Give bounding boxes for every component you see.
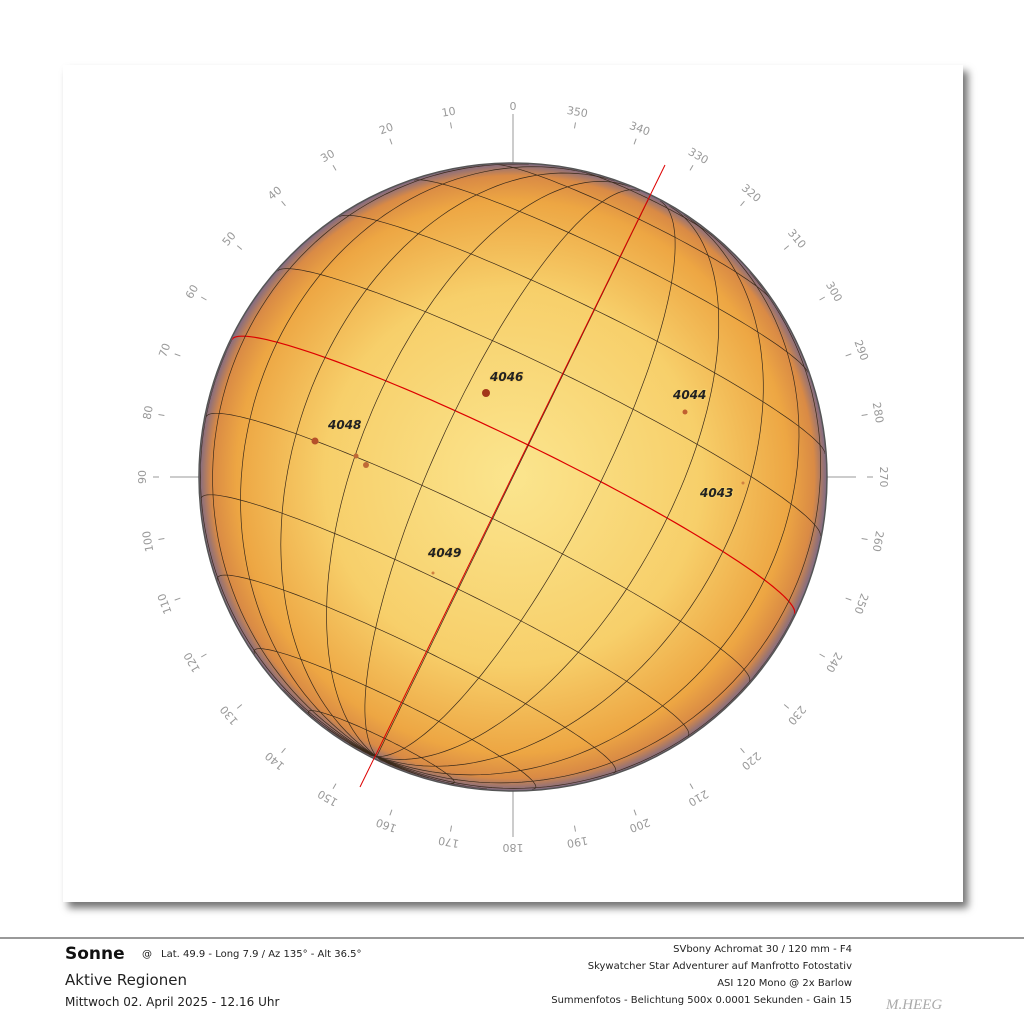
compass-label: 10 xyxy=(441,105,457,120)
meridian xyxy=(375,756,378,759)
compass-tick xyxy=(740,747,745,754)
meridian xyxy=(376,756,391,766)
compass-tick xyxy=(200,296,207,301)
compass-tick xyxy=(389,138,393,145)
compass-tick xyxy=(819,296,826,301)
footer-equipment: Summenfotos - Belichtung 500x 0.0001 Sek… xyxy=(551,995,852,1006)
meridian xyxy=(376,756,429,779)
region-label: 4044 xyxy=(672,388,706,402)
sunspot xyxy=(682,409,688,415)
sunspot xyxy=(482,389,490,397)
compass-label: 90 xyxy=(136,470,149,484)
compass-tick xyxy=(332,783,337,790)
compass-label: 80 xyxy=(141,405,156,421)
footer-subtitle: Aktive Regionen xyxy=(65,971,187,989)
compass-label: 260 xyxy=(870,530,886,553)
compass-tick xyxy=(174,597,181,601)
compass-tick xyxy=(689,164,694,171)
region-label: 4048 xyxy=(327,418,361,432)
sunspot xyxy=(741,481,745,485)
compass-label: 20 xyxy=(377,120,395,137)
compass-tick xyxy=(633,809,637,816)
sunspots xyxy=(311,389,745,575)
sunspot xyxy=(431,571,435,575)
meridian xyxy=(212,164,529,757)
meridian xyxy=(200,339,377,757)
compass-tick xyxy=(449,122,453,129)
footer-equipment: SVbony Achromat 30 / 120 mm - F4 xyxy=(673,944,852,955)
heliographic-grid xyxy=(200,164,826,790)
compass-tick xyxy=(573,825,577,832)
meridian xyxy=(326,181,631,757)
compass-tick xyxy=(449,825,453,832)
region-label: 4043 xyxy=(699,486,733,500)
sunspot xyxy=(363,462,369,468)
compass-tick xyxy=(332,164,337,171)
compass-tick xyxy=(783,704,790,709)
meridian xyxy=(364,189,641,757)
meridian xyxy=(376,271,821,784)
compass-tick xyxy=(861,413,868,417)
compass-label: 190 xyxy=(566,834,589,850)
compass-tick xyxy=(783,245,790,250)
rotation-axis xyxy=(359,164,666,788)
region-label: 4049 xyxy=(427,546,461,560)
sunspot xyxy=(311,437,319,445)
meridian xyxy=(280,172,615,757)
region-label: 4046 xyxy=(489,370,523,384)
compass-tick xyxy=(633,138,637,145)
compass-label: 100 xyxy=(140,530,156,553)
compass-tick xyxy=(174,353,181,357)
compass-tick xyxy=(845,597,852,601)
compass-label: 270 xyxy=(877,467,890,488)
compass-tick xyxy=(200,653,207,658)
compass-tick xyxy=(740,200,745,207)
footer-at: @ xyxy=(142,949,152,960)
meridian xyxy=(376,614,795,789)
compass-tick xyxy=(158,413,165,417)
sunspot xyxy=(353,453,359,459)
compass-tick xyxy=(689,783,694,790)
compass-label: 180 xyxy=(503,841,524,854)
compass-tick xyxy=(389,809,393,816)
compass-label: 60 xyxy=(183,282,201,301)
compass-label: 170 xyxy=(437,834,460,850)
compass-tick xyxy=(236,704,243,709)
compass-tick xyxy=(281,200,286,207)
meridian xyxy=(376,200,676,757)
compass-tick xyxy=(861,537,868,541)
meridian xyxy=(376,205,720,760)
compass-label: 350 xyxy=(566,104,589,120)
meridian xyxy=(240,166,589,757)
compass-tick xyxy=(845,353,852,357)
signature: M.HEEG xyxy=(885,997,942,1013)
footer-date: Mittwoch 02. April 2025 - 12.16 Uhr xyxy=(65,995,279,1009)
compass-tick xyxy=(819,653,826,658)
compass-tick xyxy=(573,122,577,129)
meridian xyxy=(376,214,764,767)
footer-equipment: ASI 120 Mono @ 2x Barlow xyxy=(717,978,852,989)
compass-label: 280 xyxy=(870,401,886,424)
footer-location: Lat. 49.9 - Long 7.9 / Az 135° - Alt 36.… xyxy=(161,949,362,960)
compass-tick xyxy=(281,747,286,754)
compass-label: 70 xyxy=(156,341,173,359)
meridian xyxy=(376,756,487,790)
compass-label: 0 xyxy=(510,100,517,113)
meridian xyxy=(376,756,405,771)
meridian xyxy=(283,689,377,757)
meridian xyxy=(376,756,384,763)
compass-tick xyxy=(236,245,243,250)
meridian xyxy=(376,230,800,776)
footer-object: Sonne xyxy=(65,944,125,964)
compass-label: 30 xyxy=(318,147,337,165)
compass-tick xyxy=(158,537,165,541)
footer-equipment: Skywatcher Star Adventurer auf Manfrotto… xyxy=(588,961,852,972)
